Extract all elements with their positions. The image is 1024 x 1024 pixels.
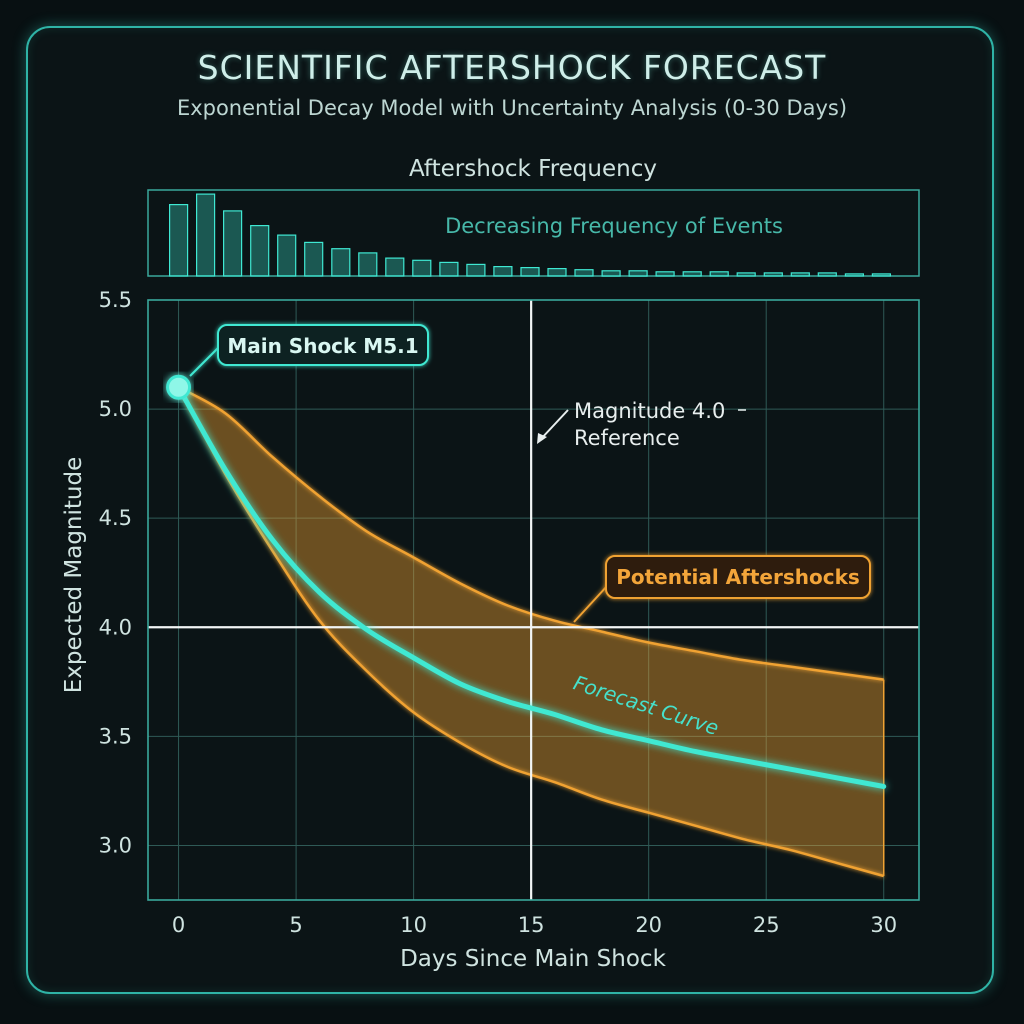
frequency-bar (736, 272, 756, 277)
band-label-leader (573, 584, 609, 623)
reference-arrowhead (537, 433, 547, 444)
x-tick-label: 30 (870, 913, 897, 937)
frequency-bar (817, 272, 837, 277)
frequency-bars (169, 193, 892, 277)
main-shock-annotation: Main Shock M5.1 (189, 324, 429, 377)
main-shock-label-box (217, 324, 429, 366)
frequency-bar (385, 257, 405, 277)
x-tick-label: 25 (753, 913, 780, 937)
frequency-bar (844, 273, 865, 277)
main-shock-leader (189, 347, 219, 377)
x-tick-label: 5 (289, 913, 302, 937)
reference-lines (148, 300, 919, 900)
frequency-bar (169, 204, 189, 277)
frequency-bar (871, 273, 892, 277)
reference-arrow (539, 409, 569, 441)
frequency-bar (520, 267, 540, 277)
band-lower-edge (177, 386, 885, 878)
y-tick-label: 4.0 (99, 615, 132, 639)
plot-frame (147, 299, 920, 901)
frequency-bar (358, 252, 378, 277)
band-upper-edge (177, 386, 884, 681)
frequency-bar (412, 259, 432, 277)
frequency-bar (763, 272, 783, 277)
frequency-annotation: Decreasing Frequency of Events (445, 214, 783, 238)
y-tick-label: 3.0 (99, 833, 132, 857)
chart-subtitle: Exponential Decay Model with Uncertainty… (176, 96, 848, 120)
x-tick-label: 0 (172, 913, 185, 937)
x-tick-label: 20 (635, 913, 662, 937)
frequency-bar (601, 270, 621, 277)
reference-annotation: Magnitude 4.0 Reference (537, 399, 746, 450)
frequency-bar (466, 263, 486, 277)
y-tick-label: 5.5 (99, 288, 132, 312)
frequency-bar (304, 241, 324, 277)
frequency-bar (655, 271, 675, 277)
x-axis-label: Days Since Main Shock (400, 946, 666, 972)
x-tick-label: 10 (400, 913, 427, 937)
x-tick-label: 15 (518, 913, 545, 937)
y-axis-label: Expected Magnitude (61, 457, 87, 693)
axis-ticks: 0 5 10 15 20 25 30 3.0 3.5 4.0 4.5 5.0 5.5 (99, 288, 898, 937)
reference-label-line2: Reference (574, 426, 680, 450)
frequency-bar (790, 272, 810, 277)
frequency-bar (223, 210, 243, 277)
main-shock-label: Main Shock M5.1 (227, 334, 418, 358)
reference-label-line1: Magnitude 4.0 (574, 399, 725, 423)
y-tick-label: 3.5 (99, 724, 132, 748)
band-annotation: Potential Aftershocks (573, 555, 871, 623)
band-label-box (605, 555, 871, 599)
forecast-curve-group (166, 374, 887, 789)
chart-title: SCIENTIFIC AFTERSHOCK FORECAST (197, 48, 827, 87)
main-shock-point (166, 374, 192, 400)
frequency-bar (331, 248, 351, 277)
frequency-chart-title: Aftershock Frequency (409, 156, 657, 182)
frequency-bar (709, 271, 729, 277)
band-label: Potential Aftershocks (616, 565, 860, 589)
y-tick-label: 4.5 (99, 506, 132, 530)
forecast-curve (176, 384, 887, 789)
frequency-bar (250, 225, 270, 277)
frequency-bar (547, 268, 567, 277)
frequency-bar (439, 261, 459, 277)
frequency-bar (682, 271, 702, 277)
y-tick-label: 5.0 (99, 397, 132, 421)
frequency-bar (277, 234, 297, 277)
frequency-bar (493, 266, 513, 277)
frequency-bar (574, 269, 594, 277)
chart-panel (26, 26, 994, 994)
frequency-bar (628, 270, 648, 277)
frequency-bar (196, 193, 216, 277)
